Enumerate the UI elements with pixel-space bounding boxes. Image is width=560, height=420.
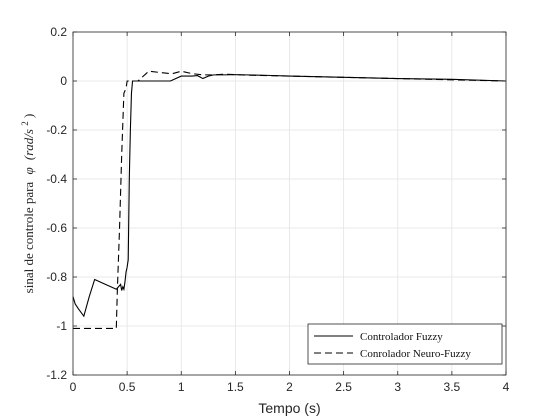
legend-label-2: Conrolador Neuro-Fuzzy: [360, 348, 471, 360]
y-axis-title-symbol: φ: [21, 167, 36, 174]
y-tick-label: -1: [56, 319, 67, 333]
x-tick-label: 1.5: [227, 380, 244, 394]
x-tick-label: 4: [503, 380, 510, 394]
y-tick-label: 0.2: [50, 25, 67, 39]
x-tick-label: 2: [286, 380, 293, 394]
legend-label-1: Controlador Fuzzy: [360, 331, 443, 343]
y-tick-label: -0.8: [46, 270, 67, 284]
y-tick-label: -0.4: [46, 172, 67, 186]
x-tick-label: 1: [178, 380, 185, 394]
y-axis-title-prefix: sinal de controle para: [21, 182, 36, 294]
x-tick-label: 3: [394, 380, 401, 394]
x-axis-title: Tempo (s): [258, 400, 320, 416]
legend: Controlador Fuzzy Conrolador Neuro-Fuzzy: [308, 324, 502, 364]
x-tick-label: 0.5: [119, 380, 136, 394]
x-tick-label: 0: [70, 380, 77, 394]
y-tick-label: -0.2: [46, 123, 67, 137]
y-tick-label: 0: [60, 74, 67, 88]
x-tick-label: 2.5: [335, 380, 352, 394]
y-axis-title-unit: (rad/s: [21, 129, 36, 160]
y-tick-label: -0.6: [46, 221, 67, 235]
x-tick-label: 3.5: [444, 380, 461, 394]
y-axis-title-unit-exp: 2: [20, 121, 30, 126]
y-tick-label: -1.2: [46, 368, 67, 382]
y-axis-title-unit-close: ): [21, 114, 36, 118]
